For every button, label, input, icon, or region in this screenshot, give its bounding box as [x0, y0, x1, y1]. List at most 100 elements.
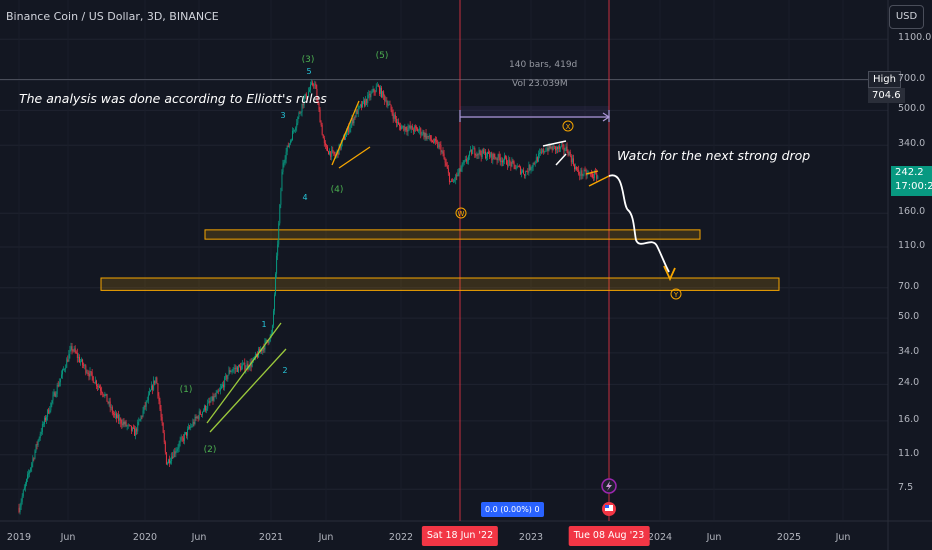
candle-body — [477, 153, 479, 155]
candle-body — [512, 160, 514, 162]
candle-body — [482, 149, 484, 154]
candle-body — [560, 146, 562, 149]
candle-body — [26, 479, 27, 484]
candle-body — [373, 89, 375, 92]
candle-body — [368, 93, 370, 95]
candle-body — [42, 423, 44, 425]
candle-body — [106, 393, 108, 402]
candle-body — [508, 159, 510, 167]
candle-body — [393, 114, 395, 119]
candle-body — [189, 427, 191, 428]
candle-body — [47, 409, 49, 417]
candle-body — [562, 145, 564, 146]
impulse-wave-label: (3) — [302, 55, 315, 65]
trend-channel-line — [209, 348, 287, 433]
candle-body — [550, 146, 552, 149]
candle-body — [31, 463, 33, 468]
candle-body — [246, 363, 248, 368]
candle-body — [69, 349, 71, 355]
candle-body — [391, 109, 393, 114]
candle-body — [210, 400, 212, 402]
candle-body — [289, 140, 291, 144]
candle-body — [91, 372, 93, 377]
candle-body — [287, 145, 289, 147]
candle-body — [122, 421, 124, 426]
price-tick-label: 700.0 — [898, 73, 926, 85]
support-zone — [204, 229, 701, 240]
position-box[interactable]: 0.0 (0.00%) 0 — [481, 502, 544, 517]
candle-body — [427, 135, 429, 138]
candle-body — [174, 451, 176, 454]
candle-body — [316, 88, 318, 100]
candle-body — [263, 347, 265, 350]
candle-body — [416, 127, 417, 129]
candle-body — [366, 99, 368, 104]
candle-body — [408, 125, 410, 128]
candle-body — [251, 361, 253, 367]
candle-body — [536, 157, 538, 162]
candle-body — [229, 370, 231, 372]
candle-body — [173, 451, 175, 459]
candle-body — [286, 145, 288, 152]
candle-body — [372, 89, 374, 92]
candle-body — [517, 166, 519, 167]
candle-body — [228, 370, 230, 376]
candle-body — [197, 416, 199, 419]
candle-body — [349, 128, 351, 133]
candle-body — [571, 158, 573, 163]
candle-body — [346, 132, 348, 137]
candle-body — [409, 125, 411, 129]
measure-volume: Vol 23.039M — [512, 79, 568, 89]
candle-body — [261, 349, 263, 351]
candle-body — [164, 442, 166, 453]
candle-body — [231, 370, 233, 372]
candle-body — [559, 146, 561, 149]
candle-body — [388, 103, 390, 105]
wedge-line — [338, 146, 371, 169]
candle-body — [522, 170, 523, 172]
candle-body — [57, 385, 59, 387]
candle-body — [282, 163, 284, 172]
candle-body — [330, 151, 332, 157]
candle-body — [574, 164, 575, 170]
candle-body — [27, 474, 28, 480]
candle-body — [171, 456, 173, 462]
price-tick-label: 24.0 — [898, 377, 920, 389]
candle-body — [119, 418, 121, 421]
candle-body — [276, 255, 278, 274]
candle-body — [436, 140, 438, 142]
candle-body — [288, 143, 290, 147]
candle-body — [371, 91, 373, 93]
wedge-line — [331, 100, 360, 166]
candle-body — [46, 416, 48, 421]
candle-body — [259, 349, 261, 352]
candle-body — [178, 442, 180, 449]
candle-body — [307, 91, 309, 97]
price-tick-label: 500.0 — [898, 103, 926, 115]
candle-body — [193, 421, 195, 424]
currency-button[interactable]: USD — [889, 5, 924, 29]
sub-wave-label: 4 — [302, 193, 307, 202]
candle-body — [494, 157, 496, 159]
candle-body — [52, 395, 54, 401]
candle-body — [233, 368, 235, 370]
candle-body — [80, 361, 81, 363]
candle-body — [533, 162, 535, 164]
candle-body — [531, 166, 533, 169]
candle-body — [424, 132, 426, 138]
candle-body — [359, 104, 361, 107]
candle-body — [382, 91, 384, 98]
candle-body — [442, 151, 444, 154]
candle-body — [329, 151, 331, 155]
candle-body — [333, 150, 335, 155]
candle-body — [443, 153, 445, 159]
candle-body — [22, 490, 24, 497]
candle-body — [33, 458, 35, 460]
candle-body — [561, 145, 563, 147]
price-tick-label: 34.0 — [898, 345, 920, 357]
candle-body — [265, 339, 267, 341]
candle-body — [128, 424, 130, 426]
candlesticks — [18, 79, 599, 515]
candle-body — [438, 144, 440, 148]
